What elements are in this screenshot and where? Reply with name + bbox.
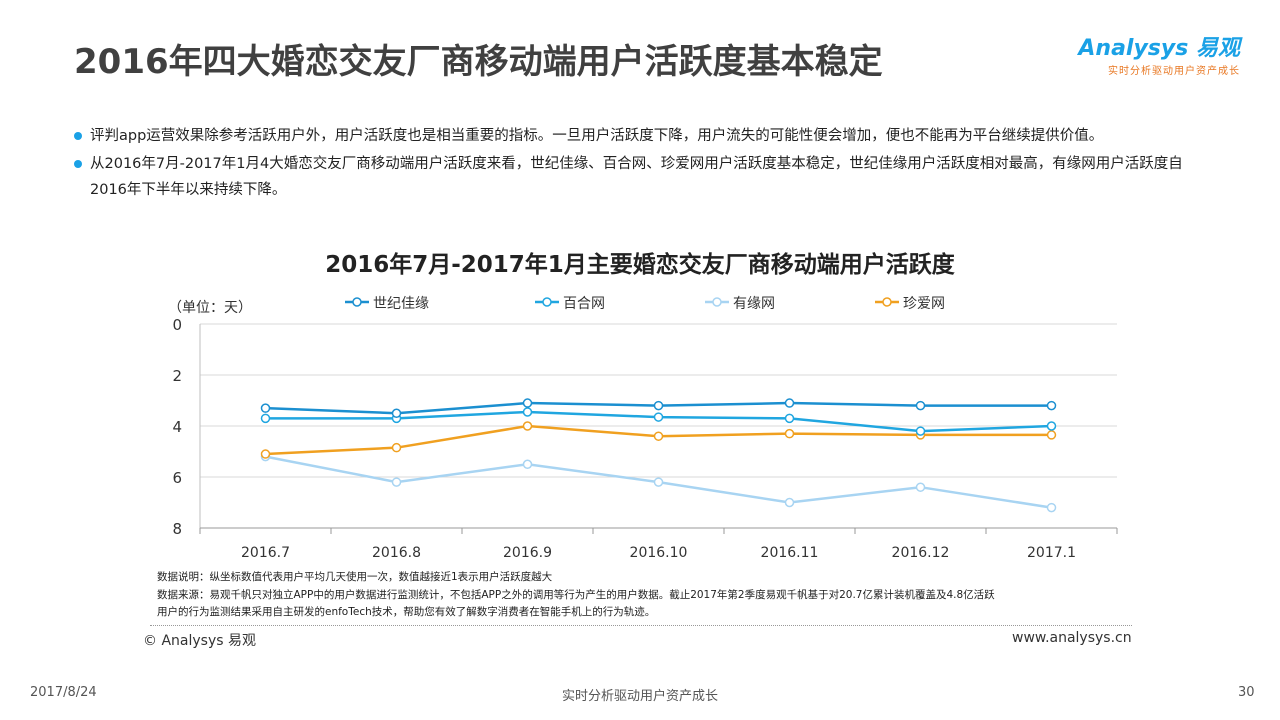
legend-label: 世纪佳缘 — [373, 296, 429, 312]
bullet-2: 从2016年7月-2017年1月4大婚恋交友厂商移动端用户活跃度来看，世纪佳缘、… — [74, 151, 1210, 203]
data-point — [260, 413, 271, 424]
x-tick-label: 2016.9 — [503, 545, 552, 561]
bullet-text: 从2016年7月-2017年1月4大婚恋交友厂商移动端用户活跃度来看，世纪佳缘、… — [90, 156, 1183, 198]
data-point — [391, 442, 402, 453]
logo: Analysys 易观 实时分析驱动用户资产成长 — [1078, 30, 1240, 77]
data-point — [1046, 400, 1057, 411]
x-tick-label: 2016.11 — [761, 545, 819, 561]
x-tick-label: 2016.8 — [372, 545, 421, 561]
footer-slogan: 实时分析驱动用户资产成长 — [561, 689, 718, 704]
chart-title: 2016年7月-2017年1月主要婚恋交友厂商移动端用户活跃度 — [325, 252, 955, 278]
y-tick-label: 4 — [172, 418, 182, 436]
legend-label: 珍爱网 — [903, 296, 945, 312]
data-point — [784, 398, 795, 408]
data-point — [653, 477, 664, 487]
page-number: 30 — [1238, 685, 1255, 700]
data-point — [915, 482, 926, 492]
y-axis-label: （单位：天） — [168, 300, 252, 316]
logo-name: Analysys 易观 — [1078, 36, 1240, 61]
data-point — [391, 408, 402, 418]
footer-date: 2017/8/24 — [30, 685, 97, 700]
y-tick-label: 0 — [172, 316, 182, 334]
x-tick-label: 2016.12 — [892, 545, 950, 561]
data-point — [260, 403, 271, 413]
data-point — [915, 426, 926, 436]
data-point — [391, 477, 402, 487]
bullet-dot-icon — [74, 132, 82, 140]
legend-marker — [352, 297, 362, 307]
legend-label: 百合网 — [563, 296, 605, 312]
divider — [150, 625, 1132, 626]
data-source: 数据来源：易观千帆只对独立APP中的用户数据进行监测统计，不包括APP之外的调用… — [157, 589, 995, 601]
y-tick-label: 6 — [172, 469, 182, 487]
y-tick-label: 8 — [172, 520, 182, 538]
legend-label: 有缘网 — [733, 296, 775, 312]
bullet-dot-icon — [74, 160, 82, 168]
data-point — [915, 400, 926, 411]
data-point — [522, 459, 533, 469]
data-note: 数据说明：纵坐标数值代表用户平均几天使用一次，数值越接近1表示用户活跃度越大 — [157, 571, 553, 583]
data-point — [1046, 421, 1057, 431]
legend-marker — [542, 297, 552, 307]
data-point — [260, 449, 271, 459]
bullet-1: 评判app运营效果除参考活跃用户外，用户活跃度也是相当重要的指标。一旦用户活跃度… — [74, 123, 1204, 149]
data-point — [1046, 430, 1057, 440]
website-link[interactable]: www.analysys.cn — [1012, 630, 1132, 646]
data-point — [522, 407, 533, 417]
x-tick-label: 2017.1 — [1027, 545, 1076, 561]
page-title: 2016年四大婚恋交友厂商移动端用户活跃度基本稳定 — [74, 42, 883, 82]
x-tick-label: 2016.7 — [241, 545, 290, 561]
bullet-text: 评判app运营效果除参考活跃用户外，用户活跃度也是相当重要的指标。一旦用户活跃度… — [90, 128, 1104, 144]
data-point — [653, 431, 664, 441]
legend-marker — [882, 297, 892, 307]
data-point — [522, 421, 533, 431]
data-source-cont: 用户的行为监测结果采用自主研发的enfoTech技术，帮助您有效了解数字消费者在… — [157, 606, 656, 618]
copyright: © Analysys 易观 — [143, 633, 256, 649]
data-point — [653, 400, 664, 411]
data-point — [522, 398, 533, 408]
x-tick-label: 2016.10 — [630, 545, 688, 561]
data-point — [784, 413, 795, 424]
data-point — [784, 428, 795, 439]
data-point — [784, 497, 795, 508]
y-tick-label: 2 — [172, 367, 182, 385]
legend-marker — [712, 297, 722, 307]
data-point — [653, 412, 664, 422]
data-point — [1046, 502, 1057, 513]
logo-slogan: 实时分析驱动用户资产成长 — [1108, 66, 1240, 77]
